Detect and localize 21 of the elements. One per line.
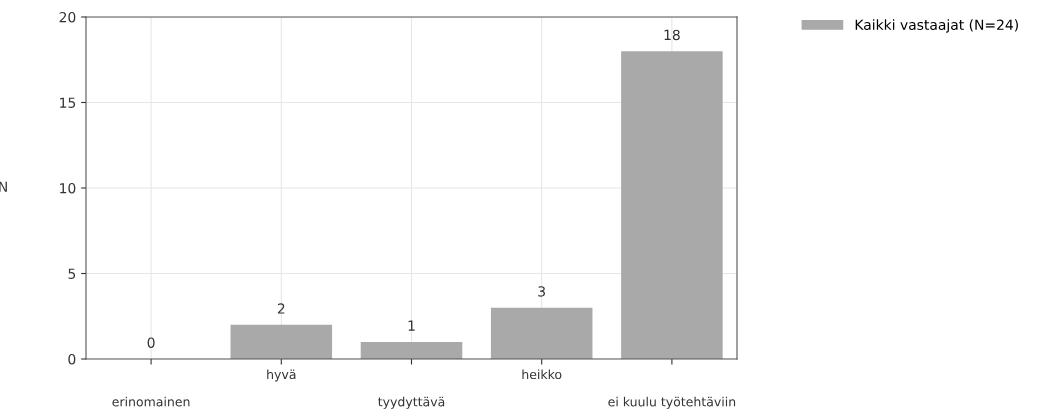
data-label: 3 [538,286,546,297]
data-label: 18 [664,29,680,41]
x-tick-label: ei kuulu työtehtäviin [608,396,736,409]
legend-label: Kaikki vastaajat (N=24) [855,19,1018,33]
y-tick-label: 5 [68,268,76,279]
y-tick-label: 10 [60,182,76,194]
y-tick-label: 20 [59,11,76,23]
data-label: 1 [408,320,415,331]
y-tick-label: 15 [60,97,76,108]
data-label: 2 [277,303,285,314]
x-tick-label: hyvä [267,369,296,382]
x-tick-label: tyydyttävä [378,396,445,409]
bar [621,51,723,359]
bar [230,324,333,359]
bar [490,307,593,359]
bar [360,341,463,359]
data-label: 0 [147,337,155,348]
x-tick-label: heikko [522,369,562,380]
y-tick-label: 0 [68,353,76,365]
y-axis-title: N [0,181,7,192]
x-tick-label: erinomainen [112,396,190,407]
